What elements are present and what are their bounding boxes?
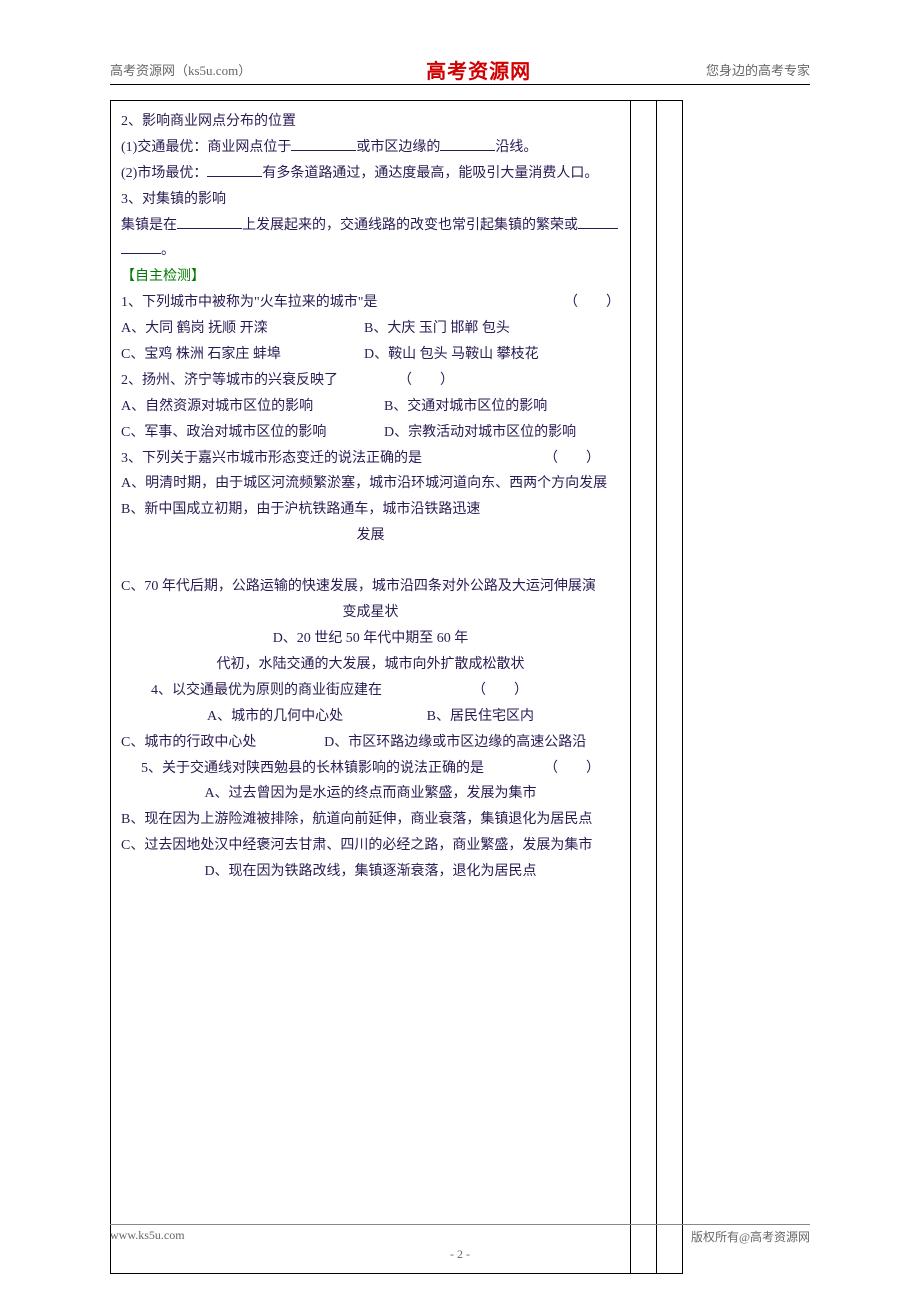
side-column-2: [657, 101, 683, 1274]
page-footer: www.ks5u.com 版权所有@高考资源网 - 2 -: [110, 1228, 810, 1262]
paren-choice[interactable]: （ ）: [398, 373, 454, 388]
paren-choice[interactable]: （ ）: [564, 290, 620, 316]
q1-options-cd: C、宝鸡 株洲 石家庄 蚌埠 D、鞍山 包头 马鞍山 攀枝花: [121, 342, 620, 368]
content-table: 2、影响商业网点分布的位置 (1)交通最优：商业网点位于或市区边缘的沿线。 (2…: [110, 100, 683, 1274]
option[interactable]: B、交通对城市区位的影响: [384, 394, 547, 420]
header-center-logo: 高考资源网: [426, 55, 531, 84]
q3: 3、下列关于嘉兴市城市形态变迁的说法正确的是（ ）: [121, 446, 620, 472]
q4-options-cd: C、城市的行政中心处 D、市区环路边缘或市区边缘的高速公路沿: [121, 730, 620, 756]
self-test-heading: 【自主检测】: [121, 264, 620, 290]
q4: 4、以交通最优为原则的商业街应建在（ ）: [121, 678, 620, 704]
q2-options-ab: A、自然资源对城市区位的影响 B、交通对城市区位的影响: [121, 394, 620, 420]
option-cont: 发展: [121, 523, 620, 549]
side-column-1: [631, 101, 657, 1274]
blank-input[interactable]: [440, 137, 495, 151]
option[interactable]: C、过去因地处汉中经褒河去甘肃、四川的必经之路，商业繁盛，发展为集市: [121, 833, 620, 859]
blank-input[interactable]: [177, 215, 242, 229]
option[interactable]: C、70 年代后期，公路运输的快速发展，城市沿四条对外公路及大运河伸展演: [121, 574, 620, 600]
page-number: - 2 -: [110, 1247, 810, 1262]
option-cont: 变成星状: [121, 600, 620, 626]
header-right: 您身边的高考专家: [706, 60, 810, 79]
option[interactable]: D、宗教活动对城市区位的影响: [384, 420, 576, 446]
option[interactable]: B、大庆 玉门 邯郸 包头: [364, 316, 510, 342]
option[interactable]: A、过去曾因为是水运的终点而商业繁盛，发展为集市: [121, 781, 620, 807]
header-divider: [110, 84, 810, 85]
line-fill2: (2)市场最优：有多条道路通过，通达度最高，能吸引大量消费人口。: [121, 161, 620, 187]
option[interactable]: B、新中国成立初期，由于沪杭铁路通车，城市沿铁路迅速: [121, 497, 620, 523]
paren-choice[interactable]: （ ）: [544, 446, 600, 472]
blank-input[interactable]: [291, 137, 356, 151]
footer-divider: [110, 1224, 810, 1225]
option[interactable]: A、大同 鹤岗 抚顺 开滦: [121, 316, 361, 342]
footer-row: www.ks5u.com 版权所有@高考资源网: [110, 1228, 810, 1245]
option[interactable]: D、市区环路边缘或市区边缘的高速公路沿: [324, 730, 586, 756]
line-section3: 3、对集镇的影响: [121, 187, 620, 213]
line-fill3-end: 。: [121, 238, 620, 264]
main-content-cell: 2、影响商业网点分布的位置 (1)交通最优：商业网点位于或市区边缘的沿线。 (2…: [111, 101, 631, 1274]
q4-options-ab: A、城市的几何中心处 B、居民住宅区内: [121, 704, 620, 730]
line-fill1: (1)交通最优：商业网点位于或市区边缘的沿线。: [121, 135, 620, 161]
blank-input[interactable]: [207, 163, 262, 177]
q1: 1、下列城市中被称为"火车拉来的城市"是（ ）: [121, 290, 620, 316]
header-left: 高考资源网（ks5u.com）: [110, 60, 251, 79]
page-header: 高考资源网（ks5u.com） 高考资源网 您身边的高考专家: [110, 55, 810, 84]
q2-options-cd: C、军事、政治对城市区位的影响 D、宗教活动对城市区位的影响: [121, 420, 620, 446]
spacer: [121, 549, 620, 574]
option[interactable]: D、鞍山 包头 马鞍山 攀枝花: [364, 342, 539, 368]
line-fill3: 集镇是在上发展起来的，交通线路的改变也常引起集镇的繁荣或: [121, 213, 620, 239]
option[interactable]: C、军事、政治对城市区位的影响: [121, 420, 380, 446]
q5: 5、关于交通线对陕西勉县的长林镇影响的说法正确的是（ ）: [121, 756, 620, 782]
option[interactable]: D、20 世纪 50 年代中期至 60 年: [121, 626, 620, 652]
option[interactable]: A、自然资源对城市区位的影响: [121, 394, 380, 420]
footer-url[interactable]: www.ks5u.com: [110, 1228, 185, 1245]
option[interactable]: D、现在因为铁路改线，集镇逐渐衰落，退化为居民点: [121, 859, 620, 885]
paren-choice[interactable]: （ ）: [544, 756, 600, 782]
option[interactable]: C、宝鸡 株洲 石家庄 蚌埠: [121, 342, 361, 368]
footer-copyright: 版权所有@高考资源网: [691, 1228, 810, 1245]
option[interactable]: A、城市的几何中心处: [207, 704, 343, 730]
bottom-padding: [121, 885, 620, 1265]
q1-options-ab: A、大同 鹤岗 抚顺 开滦 B、大庆 玉门 邯郸 包头: [121, 316, 620, 342]
option[interactable]: B、现在因为上游险滩被排除，航道向前延伸，商业衰落，集镇退化为居民点: [121, 807, 620, 833]
option[interactable]: A、明清时期，由于城区河流频繁淤塞，城市沿环城河道向东、西两个方向发展: [121, 471, 620, 497]
content-body: 2、影响商业网点分布的位置 (1)交通最优：商业网点位于或市区边缘的沿线。 (2…: [121, 109, 620, 1265]
option[interactable]: C、城市的行政中心处: [121, 730, 321, 756]
option[interactable]: B、居民住宅区内: [427, 704, 534, 730]
line-section2: 2、影响商业网点分布的位置: [121, 109, 620, 135]
q2: 2、扬州、济宁等城市的兴衰反映了（ ）: [121, 368, 620, 394]
blank-input[interactable]: [121, 240, 161, 254]
paren-choice[interactable]: （ ）: [472, 683, 528, 698]
blank-input[interactable]: [578, 215, 618, 229]
option-cont: 代初，水陆交通的大发展，城市向外扩散成松散状: [121, 652, 620, 678]
